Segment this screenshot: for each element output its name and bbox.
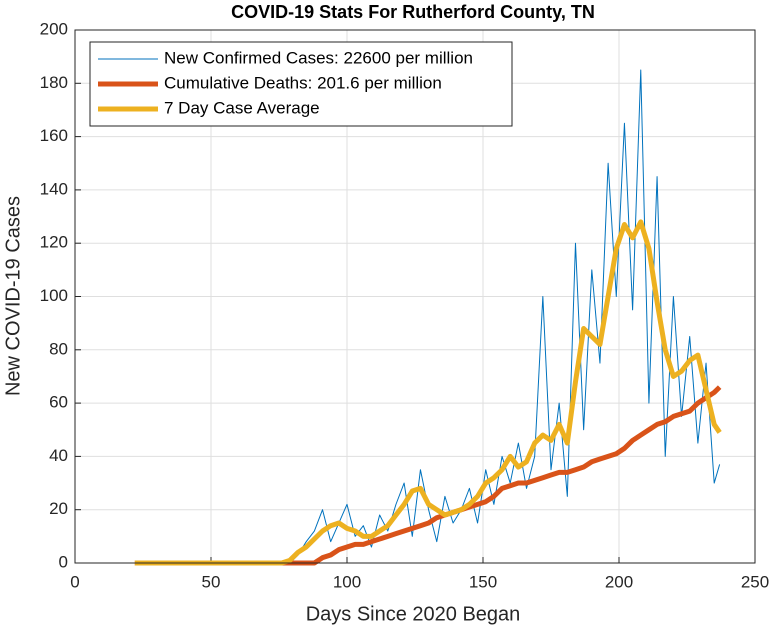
y-tick-label: 160 <box>40 126 68 145</box>
y-tick-label: 180 <box>40 73 68 92</box>
x-tick-label: 50 <box>202 572 221 591</box>
y-tick-label: 60 <box>49 393 68 412</box>
y-tick-label: 40 <box>49 446 68 465</box>
x-tick-label: 100 <box>333 572 361 591</box>
legend-box <box>89 41 513 127</box>
y-tick-label: 100 <box>40 286 68 305</box>
x-tick-label: 250 <box>741 572 769 591</box>
y-tick-label: 0 <box>59 552 68 571</box>
y-tick-label: 80 <box>49 339 68 358</box>
y-tick-label: 200 <box>40 19 68 38</box>
chart-title: COVID-19 Stats For Rutherford County, TN <box>231 2 595 22</box>
x-tick-label: 200 <box>605 572 633 591</box>
y-axis-label: New COVID-19 Cases <box>2 196 24 396</box>
axes-box <box>74 29 756 564</box>
y-tick-label: 120 <box>40 233 68 252</box>
legend-text: New Confirmed Cases: 22600 per million <box>164 48 473 67</box>
x-axis-label: Days Since 2020 Began <box>306 603 521 625</box>
legend-text: Cumulative Deaths: 201.6 per million <box>164 73 442 92</box>
x-tick-label: 150 <box>469 572 497 591</box>
legend-text: 7 Day Case Average <box>164 98 320 117</box>
y-tick-label: 140 <box>40 179 68 198</box>
y-tick-label: 20 <box>49 499 68 518</box>
x-tick-label: 0 <box>70 572 79 591</box>
